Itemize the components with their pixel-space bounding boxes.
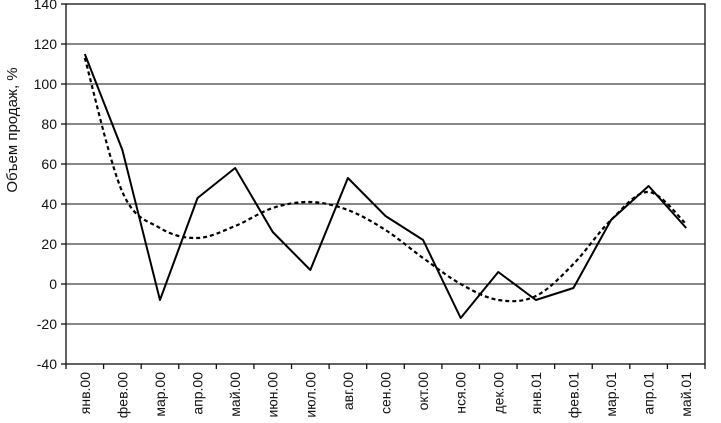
- y-tick-label: 80: [41, 116, 57, 132]
- y-tick-label: 60: [41, 156, 57, 172]
- x-tick-label: окт.00: [415, 372, 431, 411]
- sales-series-line: [83, 53, 687, 319]
- y-tick-label: 120: [34, 36, 58, 52]
- x-tick-label: май.01: [678, 372, 694, 417]
- x-tick-label: авг.00: [340, 372, 356, 410]
- y-tick-label: 140: [34, 0, 58, 12]
- y-tick-label: 100: [34, 76, 58, 92]
- y-tick-label: 0: [49, 276, 57, 292]
- series-lines: [83, 53, 687, 319]
- x-tick-label: мар.00: [152, 372, 168, 417]
- y-tick-labels: -40 -20 0 20 40 60 80 100 120 140: [34, 0, 58, 372]
- x-tick-label: июн.00: [265, 372, 281, 418]
- y-tick-label: -20: [37, 316, 57, 332]
- x-tick-label: апр.00: [190, 372, 206, 415]
- y-tick-label: 40: [41, 196, 57, 212]
- y-tick-label: -40: [37, 356, 57, 372]
- x-tick-label: дек.00: [490, 372, 506, 414]
- x-tick-labels: янв.00 фев.00 мар.00 апр.00 май.00 июн.00 июл.…: [77, 372, 694, 418]
- x-tick-label: нся.00: [453, 372, 469, 414]
- x-tick-label: фев.01: [565, 372, 581, 418]
- y-tick-label: 20: [41, 236, 57, 252]
- x-tick-label: апр.01: [641, 372, 657, 415]
- y-axis-label: Объем продаж, %: [4, 67, 21, 192]
- x-tick-label: мар.01: [603, 372, 619, 417]
- x-tick-label: янв.00: [77, 372, 93, 414]
- gridlines: [66, 43, 705, 325]
- plot-frame: [61, 3, 706, 369]
- plot-area-border: [65, 3, 706, 365]
- x-tick-label: май.00: [227, 372, 243, 417]
- trend-series-line: [83, 57, 687, 303]
- x-tick-label: фев.00: [114, 372, 130, 418]
- x-tick-label: сен.00: [378, 372, 394, 414]
- x-tick-label: янв.01: [528, 372, 544, 414]
- x-tick-label: июл.00: [302, 372, 318, 418]
